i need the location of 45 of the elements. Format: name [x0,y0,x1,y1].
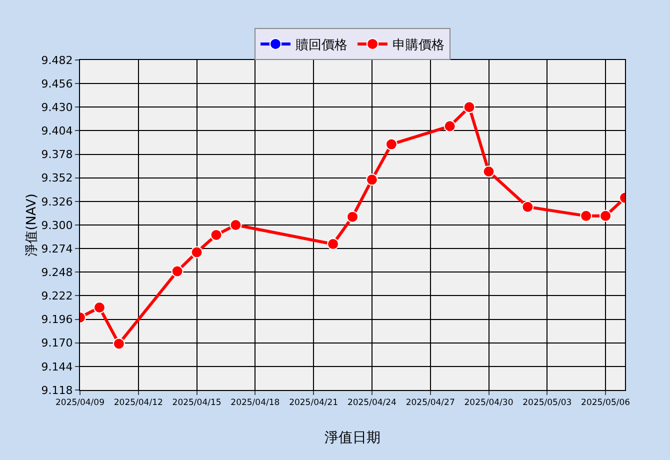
point [444,120,456,132]
point [366,174,378,186]
point [482,166,495,178]
point [346,210,358,223]
x-tick-label: 2025/05/06 [581,398,630,408]
point [385,138,398,150]
point [463,101,476,114]
point [210,228,222,241]
point [600,210,612,222]
x-tick-label: 2025/04/18 [230,398,280,408]
y-tick-label: 9.222 [41,290,73,303]
legend-label: 贖回價格 [296,38,348,54]
y-tick-label: 9.482 [41,54,73,67]
y-tick-label: 9.196 [41,313,73,326]
x-tick-label: 2025/04/30 [464,398,514,408]
y-tick-label: 9.456 [41,77,73,90]
y-tick-label: 9.248 [41,266,73,279]
y-tick-label: 9.352 [41,172,73,185]
y-tick-label: 9.300 [41,218,73,232]
point [580,210,592,222]
point [327,238,340,250]
x-tick-label: 2025/04/12 [114,398,163,408]
x-tick-label: 2025/04/27 [406,398,455,408]
x-tick-label: 2025/04/09 [56,398,104,408]
y-tick-label: 9.378 [41,148,73,162]
point [112,338,125,350]
point [93,302,106,314]
y-tick-label: 9.118 [41,384,73,397]
y-tick-label: 9.274 [41,242,73,256]
point [190,246,203,258]
y-tick-label: 9.430 [41,100,73,114]
legend-label: 申購價格 [392,38,444,54]
x-tick-label: 2025/04/24 [347,398,396,408]
y-tick-label: 9.326 [41,195,73,208]
y-axis-title: 淨值(NAV) [24,194,40,256]
x-tick-label: 2025/04/21 [289,398,338,408]
point [171,265,184,278]
x-axis-title: 淨值日期 [324,430,380,446]
y-tick-label: 9.170 [41,336,73,350]
y-tick-label: 9.404 [41,124,73,138]
y-tick-label: 9.144 [41,360,73,374]
point [230,219,242,231]
x-tick-label: 2025/05/03 [522,398,572,408]
x-tick-label: 2025/04/15 [172,398,222,408]
point [522,200,534,213]
